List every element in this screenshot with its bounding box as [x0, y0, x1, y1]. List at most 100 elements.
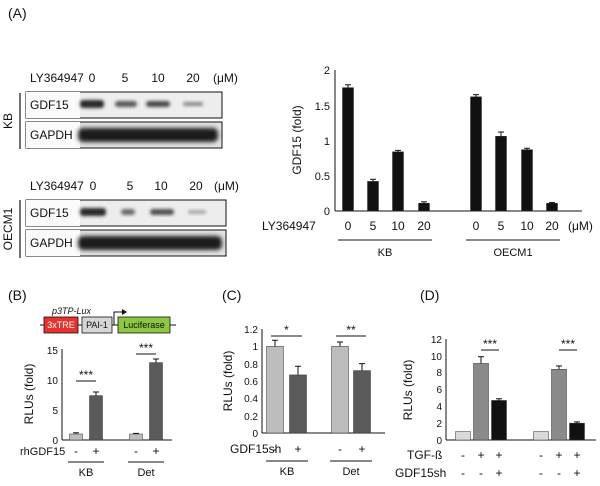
chart-a-treatment-label: LY364947	[262, 219, 316, 233]
chart-b-ytick-label: 5	[52, 406, 58, 417]
chart-d-significance-label: ***	[561, 337, 575, 351]
construct-tre-box	[43, 316, 79, 334]
chart-c-bar	[331, 346, 349, 434]
chart-d-ytick-label: 4	[436, 402, 442, 413]
blot-kb-row-label: GDF15	[30, 98, 69, 112]
chart-d-significance-label: ***	[483, 337, 497, 351]
chart-c-xtick-label: +	[294, 442, 301, 456]
chart-d-tgf-sign: +	[477, 448, 484, 462]
blot-oecm1-row-label: GAPDH	[30, 236, 73, 250]
chart-a-ytick-label: 0.5	[315, 171, 330, 183]
chart-d-bar	[491, 400, 507, 441]
chart-d-bar	[455, 431, 471, 441]
chart-a-ytick-label: 1.5	[315, 101, 330, 113]
chart-d-sh-sign: -	[461, 466, 465, 480]
chart-b-group-label: Det	[137, 467, 154, 479]
construct-tre-label: 3xTRE	[47, 320, 75, 330]
chart-b-bar	[129, 433, 143, 441]
blot-kb: LY364947 0 5 10 20 (μM) KB GDF15 GAPDH	[1, 71, 238, 149]
blot-oecm1-dose: 0	[90, 179, 97, 193]
chart-c-ytick-label: 0.4	[244, 394, 258, 405]
construct-pai1-box	[81, 316, 113, 334]
chart-a-ytick-label: 2	[324, 65, 330, 77]
chart-b-ytick-label: 0	[52, 436, 58, 447]
chart-c-group-label: KB	[280, 466, 295, 478]
blot-kb-side-label: KB	[1, 113, 15, 129]
chart-c: RLUs (fold) 0 0.2 0.4 0.6 0.8 1 1.2 GDF1…	[221, 323, 385, 478]
blot-kb-dose: 20	[186, 71, 200, 85]
chart-a-bar	[367, 181, 379, 212]
chart-a-ylabel: GDF15 (fold)	[290, 105, 304, 174]
chart-a-bar	[470, 96, 482, 212]
chart-c-treatment-label: GDF15sh	[230, 442, 281, 456]
blot-kb-band	[146, 101, 170, 107]
construct-tss-arrowhead	[122, 309, 127, 315]
chart-c-ylabel: RLUs (fold)	[221, 351, 235, 412]
blot-oecm1-label-bg	[26, 230, 80, 256]
chart-d-sh-sign: -	[557, 466, 561, 480]
chart-c-bar	[289, 374, 307, 434]
blot-kb-dose: 10	[151, 71, 165, 85]
chart-d-ytick-label: 10	[431, 352, 443, 363]
blot-oecm1-band	[78, 236, 222, 250]
chart-b-significance-label: ***	[139, 341, 153, 355]
blot-oecm1-band	[80, 208, 106, 216]
chart-a-xtick-label: 10	[520, 219, 534, 233]
chart-a-bar	[521, 149, 533, 212]
chart-d-sh-sign: -	[539, 466, 543, 480]
panel-label-a: (A)	[8, 5, 27, 21]
blot-oecm1-band	[121, 209, 135, 215]
chart-a-ytick-label: 0	[324, 206, 330, 218]
chart-d-ytick-label: 2	[436, 419, 442, 430]
chart-d-bar	[533, 431, 549, 441]
chart-d-tgf-sign: -	[539, 448, 543, 462]
chart-a-bar	[392, 151, 404, 212]
chart-d-ytick-label: 0	[436, 436, 442, 447]
blot-kb-unit: (μM)	[213, 71, 238, 85]
chart-d-bar	[569, 422, 585, 441]
chart-d-tgf-sign: +	[495, 448, 502, 462]
chart-a-xtick-label: 0	[473, 219, 480, 233]
chart-d-ytick-label: 8	[436, 368, 442, 379]
blot-oecm1-row-label: GDF15	[30, 206, 69, 220]
construct-promoter-name: p3TP-Lux	[51, 306, 92, 316]
chart-d-sh-sign: +	[495, 466, 502, 480]
chart-d-treatment-label: GDF15sh	[395, 466, 446, 480]
chart-c-ytick-label: 1	[252, 342, 258, 353]
blot-oecm1-unit: (μM)	[214, 179, 239, 193]
panel-label-c: (C)	[222, 287, 241, 303]
chart-b-xtick-label: +	[152, 444, 159, 458]
chart-a-bar	[495, 136, 507, 212]
chart-c-ytick-label: 0.8	[244, 360, 258, 371]
chart-a-xtick-label: 20	[417, 219, 431, 233]
construct-pai1-label: PAI-1	[86, 320, 108, 330]
chart-a-xtick-label: 0	[345, 219, 352, 233]
chart-c-xtick-label: +	[358, 442, 365, 456]
chart-c-xtick-label: -	[338, 442, 342, 456]
chart-b-group-label: KB	[79, 467, 94, 479]
chart-a-bar	[546, 202, 558, 212]
chart-a-bar	[342, 87, 354, 212]
chart-d: RLUs (fold) 0 2 4 6 8 10 12 TGF-ß GDF15s…	[395, 335, 596, 480]
blot-kb-treatment-label: LY364947	[30, 71, 84, 85]
construct-luciferase-label: Luciferase	[123, 320, 165, 330]
chart-d-bar	[473, 363, 489, 441]
chart-a-group-label: OECM1	[493, 247, 532, 259]
blot-oecm1-band	[150, 209, 174, 215]
chart-c-bars: * **	[266, 323, 371, 434]
chart-c-ytick-label: 0.6	[244, 377, 258, 388]
chart-c-significance-label: **	[346, 323, 356, 337]
chart-c-group-label: Det	[342, 466, 359, 478]
chart-b-treatment-label: rhGDF15	[20, 446, 65, 458]
chart-a-bar	[418, 202, 430, 212]
blot-kb-band	[183, 102, 203, 106]
blot-kb-label-bg	[26, 122, 80, 148]
chart-a-group-label: KB	[378, 247, 393, 259]
chart-b-ylabel: RLUs (fold)	[22, 364, 36, 425]
blot-kb-dose: 0	[89, 71, 96, 85]
chart-d-bars: --+-++--+-++*** ***	[455, 337, 585, 480]
chart-c-ytick-label: 1.2	[244, 325, 258, 336]
chart-c-bar	[353, 370, 371, 434]
chart-a-ytick-label: 1	[324, 136, 330, 148]
chart-b-ytick-label: 15	[47, 346, 59, 357]
